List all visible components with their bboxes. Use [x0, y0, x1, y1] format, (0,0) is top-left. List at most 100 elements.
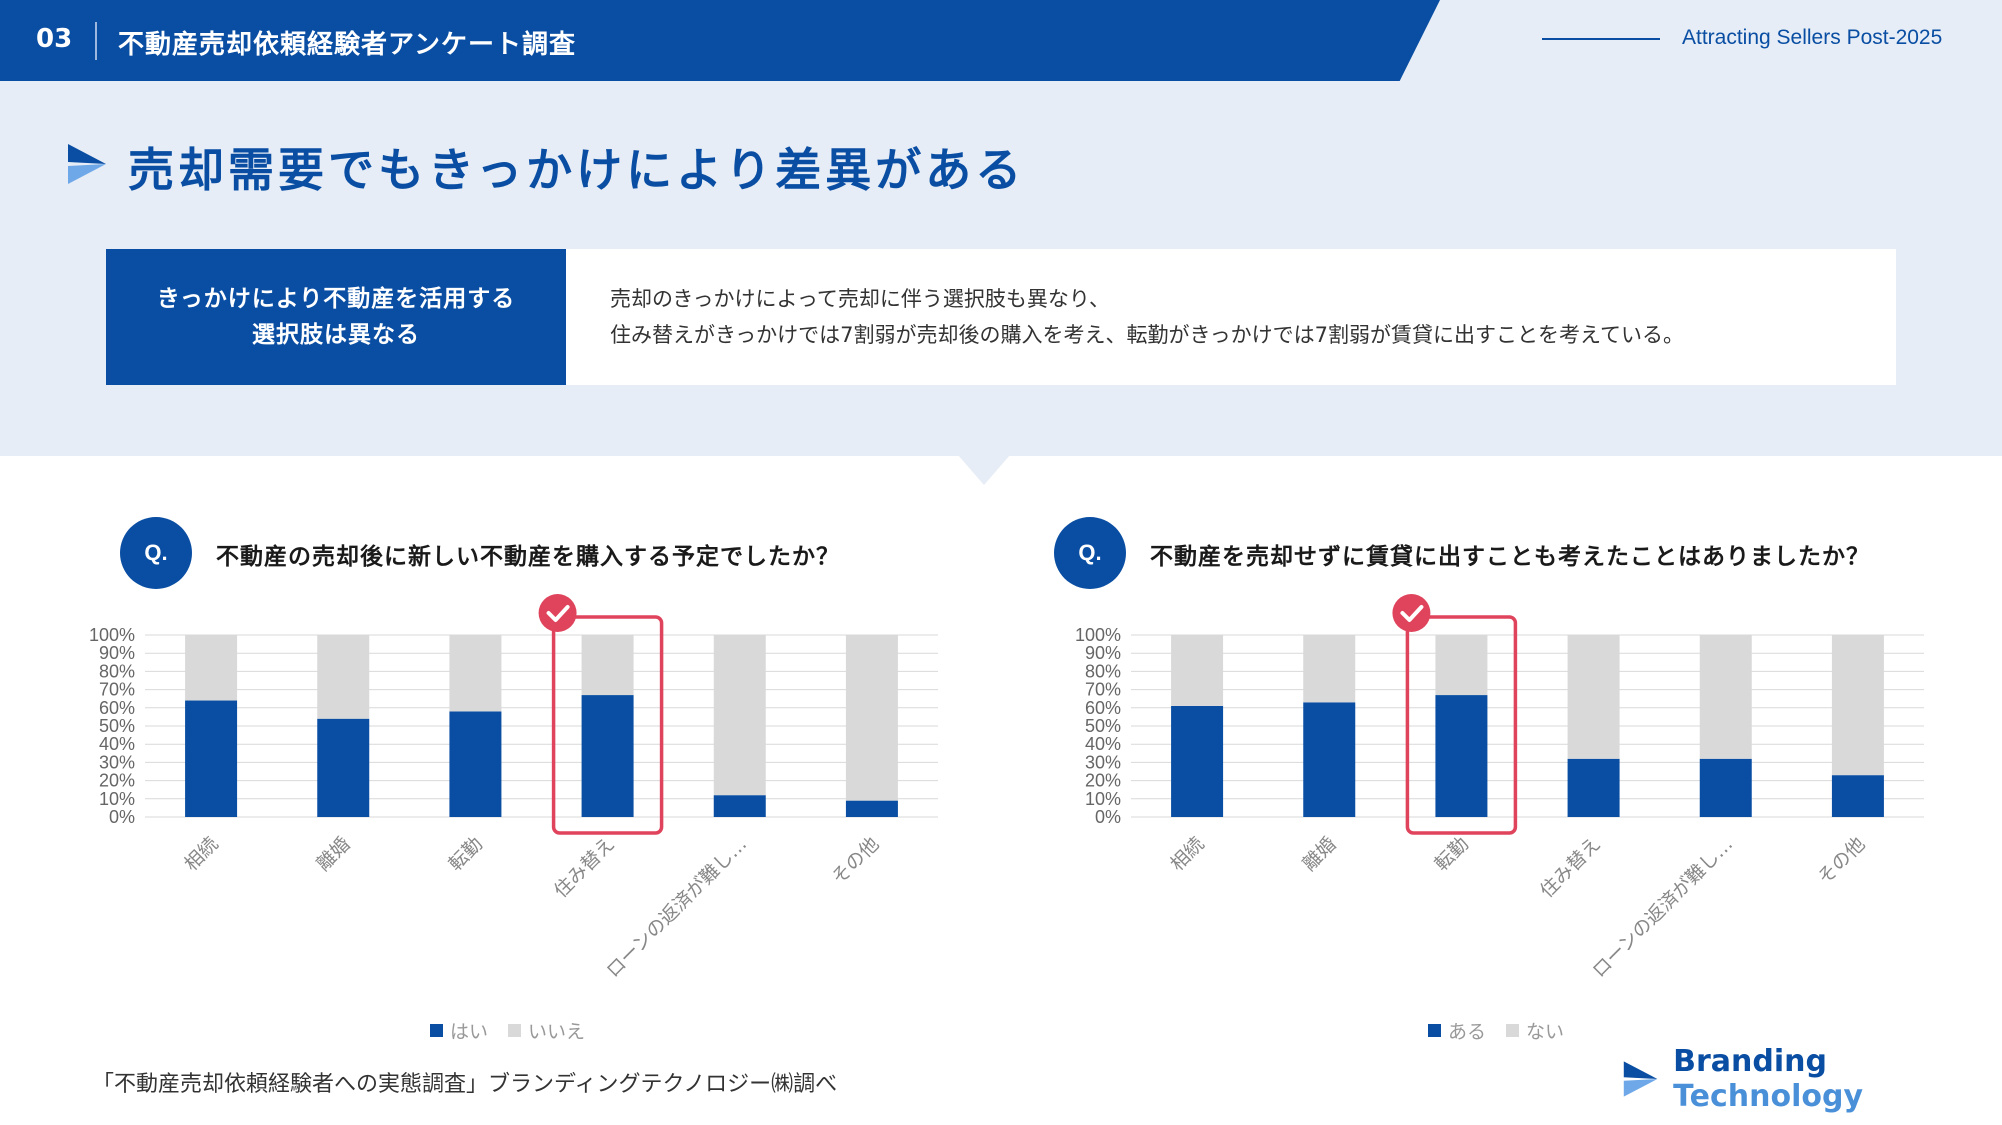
source-note: 「不動産売却依頼経験者への実態調査」ブランディングテクノロジー㈱調べ: [92, 1072, 838, 1097]
y-tick-label: 60%: [1085, 698, 1121, 718]
bar-secondary: [1699, 635, 1752, 759]
bar-secondary: [1435, 635, 1488, 696]
section-number: 03: [36, 24, 73, 54]
bar-secondary: [1831, 635, 1884, 776]
bar-secondary: [845, 635, 898, 801]
summary-label: きっかけにより不動産を活用する 選択肢は異なる: [106, 249, 566, 385]
x-tick-label: 転勤: [445, 833, 487, 875]
y-tick-label: 20%: [1085, 771, 1121, 791]
x-tick-label: 相続: [1166, 833, 1208, 875]
legend-swatch: [1506, 1024, 1520, 1037]
x-tick-label: 住み替え: [1536, 833, 1605, 902]
brand-word-2: Technology: [1673, 1079, 1863, 1114]
bar-primary: [1171, 705, 1224, 817]
chart-1-legend: はい いいえ: [430, 1017, 585, 1044]
tagline-rule: [1542, 38, 1660, 40]
y-tick-label: 100%: [1075, 625, 1121, 645]
bar-primary: [1435, 695, 1488, 817]
chart-2-legend: ある ない: [1428, 1017, 1564, 1044]
bar-secondary: [185, 635, 238, 701]
brand-logo: Branding Technology: [1622, 1044, 2002, 1114]
legend-label: いいえ: [528, 1021, 586, 1043]
x-tick-label: その他: [1814, 833, 1870, 889]
y-tick-label: 50%: [99, 716, 135, 736]
y-tick-label: 70%: [99, 680, 135, 700]
legend-label: ない: [1526, 1021, 1565, 1043]
summary-text-line2: 住み替えがきっかけでは7割弱が売却後の購入を考え、転勤がきっかけでは7割弱が賃貸…: [610, 323, 1684, 347]
x-tick-label: その他: [828, 833, 884, 889]
summary-box: きっかけにより不動産を活用する 選択肢は異なる 売却のきっかけによって売却に伴う…: [106, 249, 1896, 385]
question-1-title: 不動産の売却後に新しい不動産を購入する予定でしたか？: [216, 544, 840, 570]
legend-label: ある: [1448, 1021, 1487, 1043]
x-tick-label: 相続: [180, 833, 222, 875]
y-tick-label: 20%: [99, 771, 135, 791]
tagline: Attracting Sellers Post-2025: [1682, 26, 1943, 49]
summary-text-line1: 売却のきっかけによって売却に伴う選択肢も異なり、: [610, 287, 1111, 311]
summary-label-line1: きっかけにより不動産を活用する: [156, 286, 516, 312]
bar-primary: [845, 800, 898, 817]
chart-2: 0%10%20%30%40%50%60%70%80%90%100% 相続 離婚 転勤 住…: [1075, 594, 1924, 982]
y-tick-label: 80%: [1085, 661, 1121, 681]
y-tick-label: 30%: [1085, 752, 1121, 772]
callout-pointer: [958, 455, 1010, 485]
y-tick-label: 70%: [1085, 680, 1121, 700]
check-badge-icon: [538, 594, 577, 632]
main-title: 売却需要でもきっかけにより差異がある: [128, 143, 1026, 197]
bar-primary: [317, 718, 370, 817]
y-tick-label: 50%: [1085, 716, 1121, 736]
header-bar: [0, 0, 1440, 81]
bar-primary: [1303, 702, 1356, 817]
y-tick-label: 100%: [89, 625, 135, 645]
bar-secondary: [1171, 635, 1224, 706]
y-tick-label: 40%: [1085, 734, 1121, 754]
summary-label-line2: 選択肢は異なる: [252, 322, 420, 348]
bar-secondary: [1567, 635, 1620, 759]
y-tick-label: 90%: [99, 643, 135, 663]
x-tick-label: 離婚: [1298, 833, 1340, 875]
bar-secondary: [449, 635, 502, 712]
x-tick-label: ローンの返済が難し…: [1588, 833, 1737, 982]
highlight-frame: [551, 615, 664, 835]
summary-text: 売却のきっかけによって売却に伴う選択肢も異なり、 住み替えがきっかけでは7割弱が…: [610, 281, 1684, 353]
y-tick-label: 0%: [109, 807, 135, 827]
x-tick-label: 住み替え: [550, 833, 619, 902]
check-badge-icon: [1392, 594, 1431, 632]
question-2-badge: Q.: [1054, 517, 1126, 589]
legend-swatch: [1428, 1024, 1441, 1037]
legend-item: いいえ: [508, 1017, 585, 1044]
y-tick-label: 40%: [99, 734, 135, 754]
bar-secondary: [581, 635, 634, 696]
y-tick-label: 10%: [1085, 789, 1121, 809]
check-mark-icon: [546, 605, 570, 622]
brand-name: Branding Technology: [1673, 1044, 2002, 1114]
y-tick-label: 0%: [1095, 807, 1121, 827]
bar-secondary: [713, 635, 766, 796]
check-mark-icon: [1400, 605, 1424, 622]
bar-primary: [581, 695, 634, 817]
bar-secondary: [317, 635, 370, 719]
y-tick-label: 30%: [99, 752, 135, 772]
bar-primary: [1831, 775, 1884, 817]
legend-label: はい: [450, 1021, 489, 1043]
bar-primary: [185, 700, 238, 817]
brand-word-1: Branding: [1673, 1044, 1827, 1079]
legend-swatch: [430, 1024, 443, 1037]
question-1-badge: Q.: [120, 517, 192, 589]
brand-logo-icon: [1623, 1061, 1658, 1097]
y-tick-label: 10%: [99, 789, 135, 809]
legend-item: はい: [430, 1017, 488, 1044]
bar-primary: [1567, 758, 1620, 817]
x-tick-label: ローンの返済が難し…: [602, 833, 751, 982]
paper-plane-icon: [68, 144, 106, 184]
bar-primary: [449, 711, 502, 817]
y-tick-label: 80%: [99, 661, 135, 681]
highlight-frame: [1405, 615, 1518, 835]
y-tick-label: 90%: [1085, 643, 1121, 663]
legend-item: ある: [1428, 1017, 1486, 1044]
x-tick-label: 離婚: [312, 833, 354, 875]
chart-1: 0%10%20%30%40%50%60%70%80%90%100% 相続 離婚 転勤 住…: [89, 594, 938, 982]
y-tick-label: 60%: [99, 698, 135, 718]
bar-secondary: [1303, 635, 1356, 703]
legend-item: ない: [1506, 1017, 1564, 1044]
x-tick-label: 転勤: [1431, 833, 1473, 875]
